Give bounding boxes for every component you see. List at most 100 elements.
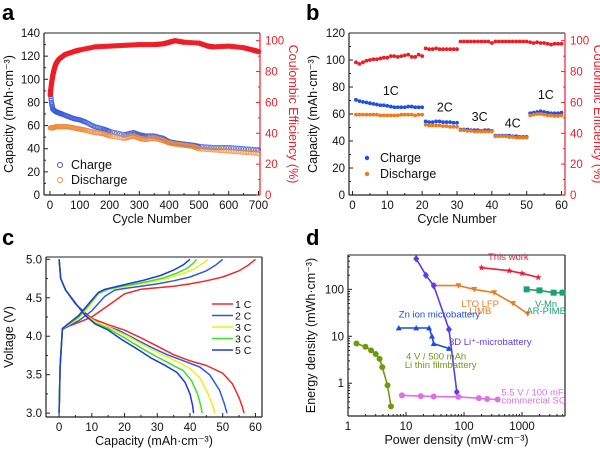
series-segment (373, 103, 377, 105)
data-point (114, 134, 120, 140)
x-tick-label: 10 (381, 200, 394, 212)
data-point (387, 403, 394, 410)
series-segment (369, 58, 374, 61)
series-segment (366, 102, 370, 104)
x-tick-label: 60 (249, 422, 262, 434)
series-segment (425, 48, 430, 50)
series-segment (544, 42, 548, 45)
y-tick-label: 100 (326, 55, 345, 67)
data-point (484, 396, 491, 403)
panel-label-a: a (2, 0, 15, 25)
series-coulombic-efficiency (354, 39, 564, 66)
data-point (528, 113, 533, 118)
series-segment (540, 110, 545, 113)
panel-label-c: c (2, 225, 14, 250)
data-point (434, 46, 438, 51)
x-axis-label: Cycle Number (112, 212, 191, 226)
series-this-work (478, 264, 542, 281)
series-segment (383, 104, 388, 107)
y-tick-label: 10 (331, 331, 344, 343)
data-point (478, 264, 485, 271)
data-point (453, 388, 460, 396)
x-tick-label: 20 (118, 422, 131, 434)
series-label: commercial SC (501, 395, 566, 406)
data-point (413, 254, 420, 263)
data-point (430, 393, 437, 400)
legend-label: 2 C (235, 311, 252, 323)
legend-label: 5 C (235, 345, 252, 357)
data-point (413, 325, 420, 331)
series-segment (394, 55, 398, 58)
series-segment (439, 125, 444, 127)
series-segment (376, 104, 381, 106)
rate-annotation: 1C (383, 84, 399, 98)
rate-annotation: 2C (437, 100, 453, 114)
series-label: LTO LFP (461, 299, 499, 310)
data-point (206, 146, 212, 153)
data-point (471, 286, 478, 293)
data-point (384, 382, 391, 389)
legend-label-discharge: Discharge (380, 167, 436, 181)
data-point (196, 146, 202, 152)
data-point (235, 149, 242, 155)
y-tick-label: 5.0 (26, 254, 42, 266)
series-segment (547, 112, 552, 114)
y-tick-label: 40 (27, 144, 40, 156)
x-tick-label: 10 (400, 421, 413, 433)
series-segment (397, 55, 402, 58)
y-tick-label: 3.5 (26, 370, 42, 382)
x-tick-label: 100 (454, 421, 473, 433)
series-5-5-v-100-mf-commercial-sc (398, 392, 501, 403)
data-point (226, 148, 232, 154)
series-segment (544, 111, 548, 114)
series-segment (414, 54, 419, 58)
x-tick-label: 30 (451, 200, 464, 212)
data-point (106, 133, 113, 139)
series-segment (557, 114, 562, 117)
series-segment (436, 48, 440, 50)
x-axis-label: Capacity (mAh·cm⁻³) (95, 434, 213, 448)
series-segment (512, 136, 517, 139)
data-point (208, 146, 215, 153)
series-segment (505, 135, 510, 138)
y2-tick-label: 60 (265, 97, 278, 109)
series-segment (432, 121, 437, 123)
y-tick-label: 0 (339, 190, 345, 202)
x-axis-label: Power density (mW·cm⁻³) (384, 433, 528, 447)
y-tick-label: 4.0 (26, 331, 42, 343)
data-point (116, 134, 123, 141)
series-segment (369, 102, 374, 105)
data-point (428, 333, 435, 339)
data-point (223, 148, 229, 154)
series-segment (533, 41, 538, 44)
y2-tick-label: 40 (570, 128, 583, 140)
data-point (230, 145, 237, 151)
x-tick-label: 500 (189, 200, 208, 212)
series-segment (439, 121, 444, 123)
data-point (559, 289, 566, 296)
series-segment (540, 113, 545, 116)
data-point (255, 150, 262, 157)
x-tick-label: 40 (485, 200, 498, 212)
data-point (255, 48, 262, 55)
x-tick-label: 20 (416, 200, 429, 212)
data-point (213, 147, 220, 153)
data-point (201, 146, 207, 152)
rate-annotation: 1C (538, 88, 554, 102)
data-point (216, 147, 222, 153)
discharge-curve (58, 259, 195, 414)
y2-tick-label: 0 (570, 190, 576, 202)
y2-tick-label: 80 (570, 67, 583, 79)
data-point (395, 325, 402, 331)
series-segment (537, 41, 541, 44)
data-point (455, 283, 462, 289)
y2-tick-label: 0 (265, 190, 271, 202)
series-label: V-Mn (535, 299, 557, 310)
data-point (518, 269, 526, 277)
y2-axis-label: Coulombic Efficiency (%) (591, 45, 600, 184)
series-5c-4 (58, 258, 195, 414)
x-tick-label: 300 (130, 200, 149, 212)
series-segment (530, 112, 534, 114)
data-point (250, 150, 257, 156)
